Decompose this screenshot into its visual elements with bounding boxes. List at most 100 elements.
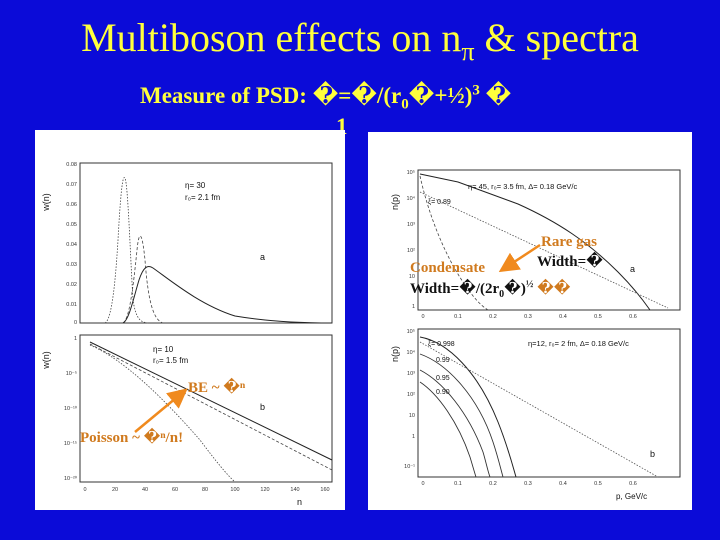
ytick-label: 10³ — [407, 371, 415, 377]
right-top-curve-dashed — [419, 175, 489, 311]
top-curve-dashed — [122, 235, 164, 324]
right-figure-spectra: 10⁵ 10⁴ 10³ 10² 10 1 n(p) η= 45, r₀= 3.5… — [368, 132, 692, 510]
right-bottom-curve-2 — [419, 353, 504, 478]
poisson-label: Poisson ~ �ⁿ/n! — [80, 430, 184, 446]
ytick-label: 1 — [412, 304, 415, 310]
slide-title: Multiboson effects on nπ & spectra — [81, 15, 639, 66]
xtick-label: 0.3 — [524, 481, 532, 487]
xtick-label: 60 — [172, 487, 178, 493]
right-bottom-xticks: 0 0.1 0.2 0.3 0.4 0.5 0.6 — [421, 481, 636, 487]
ytick-label: 10⁴ — [407, 349, 416, 356]
ytick-label: 10⁻²⁰ — [64, 475, 78, 482]
xtick-label: 0.5 — [594, 481, 602, 487]
ytick-label: 10⁻¹⁰ — [64, 405, 78, 412]
xtick-label: 0.3 — [524, 314, 532, 320]
top-yticks: 0.08 0.07 0.06 0.05 0.04 0.03 0.02 0.01 … — [66, 162, 77, 326]
right-bottom-curve-1 — [419, 336, 517, 478]
psd-measure-line2: 1 — [336, 114, 348, 139]
left-figure-multiplicity: 0.08 0.07 0.06 0.05 0.04 0.03 0.02 0.01 … — [35, 130, 345, 510]
right-top-curve-solid — [419, 173, 651, 311]
bottom-curve-be-dashed — [89, 343, 333, 471]
xtick-label: 20 — [112, 487, 118, 493]
xtick-label: 0.2 — [489, 314, 497, 320]
xtick-label: 0.4 — [559, 314, 567, 320]
top-panel-letter: a — [260, 252, 265, 262]
xtick-label: 0.1 — [454, 314, 462, 320]
top-curve-poisson — [104, 177, 151, 324]
xtick-label: 80 — [202, 487, 208, 493]
right-top-legend: η= 45, r₀= 3.5 fm, Δ= 0.18 GeV/c — [468, 182, 577, 191]
ytick-label: 0 — [74, 320, 77, 326]
right-bottom-yticks: 10⁵ 10⁴ 10³ 10² 10 1 10⁻¹ — [404, 328, 415, 470]
rare-gas-label: Rare gas — [541, 234, 597, 250]
right-bottom-plot-frame — [417, 328, 681, 478]
right-bottom-xi-0: ξ= 0.998 — [428, 341, 455, 348]
ytick-label: 0.06 — [66, 202, 77, 208]
bottom-legend-r: r₀= 1.5 fm — [153, 356, 188, 365]
ytick-label: 10³ — [407, 222, 415, 228]
xtick-label: 0 — [421, 481, 424, 487]
xtick-label: 0.4 — [559, 481, 567, 487]
xtick-label: 160 — [320, 487, 329, 493]
ytick-label: 10 — [409, 274, 415, 280]
bottom-plot-frame — [79, 334, 333, 483]
right-bottom-letter: b — [650, 449, 655, 459]
xtick-label: 0.5 — [594, 314, 602, 320]
ytick-label: 0.05 — [66, 222, 77, 228]
ytick-label: 10⁵ — [407, 328, 415, 335]
right-top-letter: a — [630, 264, 635, 274]
xtick-label: 0 — [83, 487, 86, 493]
ytick-label: 10² — [407, 392, 415, 398]
xtick-label: 120 — [260, 487, 269, 493]
bottom-curve-be-solid — [89, 341, 333, 461]
ytick-label: 10² — [407, 248, 415, 254]
condensate-width: Width=�/(2r0�)½ �� — [410, 279, 571, 300]
ytick-label: 0.01 — [66, 302, 77, 308]
right-bottom-curve-dotted — [419, 341, 659, 478]
right-top-ylabel: n(p) — [390, 194, 400, 210]
bottom-panel-letter: b — [260, 402, 265, 412]
xtick-label: 140 — [290, 487, 299, 493]
xtick-label: 0.6 — [629, 314, 637, 320]
xtick-label: 0 — [421, 314, 424, 320]
ytick-label: 0.07 — [66, 182, 77, 188]
xticks: 0 20 40 60 80 100 120 140 160 — [83, 487, 329, 493]
top-curve-solid — [122, 266, 333, 324]
right-figure-svg: 10⁵ 10⁴ 10³ 10² 10 1 n(p) η= 45, r₀= 3.5… — [390, 169, 681, 501]
right-bottom-xi-1: 0.99 — [436, 357, 450, 364]
bottom-yticks: 1 10⁻⁵ 10⁻¹⁰ 10⁻¹⁵ 10⁻²⁰ — [64, 336, 78, 482]
left-figure-svg: 0.08 0.07 0.06 0.05 0.04 0.03 0.02 0.01 … — [41, 162, 333, 507]
ytick-label: 1 — [74, 336, 77, 342]
bottom-legend-eta: η= 10 — [153, 345, 174, 354]
xtick-label: 0.2 — [489, 481, 497, 487]
right-bottom-xi-3: 0.90 — [436, 389, 450, 396]
right-bottom-ylabel: n(p) — [390, 346, 400, 362]
right-top-curve-dotted — [419, 191, 669, 309]
right-top-plot-frame — [417, 169, 681, 311]
right-bottom-legend: η=12, r₀= 2 fm, Δ= 0.18 GeV/c — [528, 339, 629, 348]
ytick-label: 1 — [412, 434, 415, 440]
rare-gas-width: Width=� — [537, 254, 603, 270]
psd-measure-text: Measure of PSD: �=�/(r0�+½)3 � — [140, 82, 512, 113]
xtick-label: 0.6 — [629, 481, 637, 487]
bottom-curve-poisson — [89, 344, 236, 483]
right-xlabel: p, GeV/c — [616, 492, 647, 501]
right-top-xticks: 0 0.1 0.2 0.3 0.4 0.5 0.6 — [421, 314, 636, 320]
right-top-xi: ξ= 0.89 — [428, 199, 451, 206]
left-xlabel: n — [297, 497, 302, 507]
ytick-label: 10⁴ — [407, 195, 416, 202]
ytick-label: 0.03 — [66, 262, 77, 268]
xtick-label: 40 — [142, 487, 148, 493]
top-plot-frame — [79, 162, 333, 324]
be-annotation: BE ~ �ⁿ — [188, 380, 246, 396]
ytick-label: 10⁵ — [407, 169, 415, 176]
top-legend-r: r₀= 2.1 fm — [185, 193, 220, 202]
top-legend-eta: η= 30 — [185, 181, 206, 190]
right-bottom-curve-4 — [419, 381, 477, 478]
right-top-yticks: 10⁵ 10⁴ 10³ 10² 10 1 — [407, 169, 416, 310]
ytick-label: 0.02 — [66, 282, 77, 288]
right-bottom-curve-3 — [419, 369, 491, 478]
ytick-label: 0.04 — [66, 242, 77, 248]
ytick-label: 10⁻¹⁵ — [64, 440, 77, 447]
ytick-label: 10⁻¹ — [404, 464, 415, 470]
